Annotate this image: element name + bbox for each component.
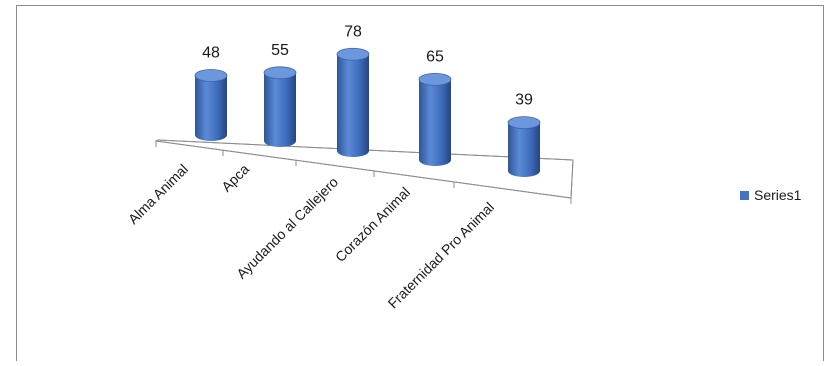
bar [336, 47, 370, 157]
bar [263, 66, 297, 147]
bar-body [419, 79, 451, 166]
chart-frame [16, 5, 824, 361]
data-label: 78 [344, 23, 362, 40]
data-label: 55 [271, 42, 289, 59]
category-label: Apca [218, 161, 252, 195]
legend-label: Series1 [754, 187, 802, 203]
bar-body [508, 122, 540, 177]
legend-swatch [740, 191, 749, 200]
bar-top [194, 69, 228, 82]
category-label: Alma Animal [125, 161, 191, 227]
data-label: 48 [202, 44, 220, 61]
bar [507, 116, 541, 177]
x-axis-line [155, 140, 572, 199]
bar-top [418, 73, 452, 86]
bar-body [264, 72, 296, 147]
bar [194, 69, 228, 141]
bar-body [195, 75, 227, 141]
bar-top [263, 66, 297, 80]
category-label: Fraternidad Pro Animal [385, 199, 498, 312]
category-label: Ayudando al Callejero [233, 174, 341, 282]
bar-top [507, 116, 541, 130]
right-wall-edge [570, 159, 574, 199]
bar-body [337, 54, 369, 157]
bar-top [336, 47, 370, 61]
legend: Series1 [740, 187, 802, 203]
bar [418, 73, 452, 166]
data-label: 65 [426, 48, 444, 65]
data-label: 39 [515, 92, 533, 109]
category-label: Corazón Animal [332, 184, 413, 265]
